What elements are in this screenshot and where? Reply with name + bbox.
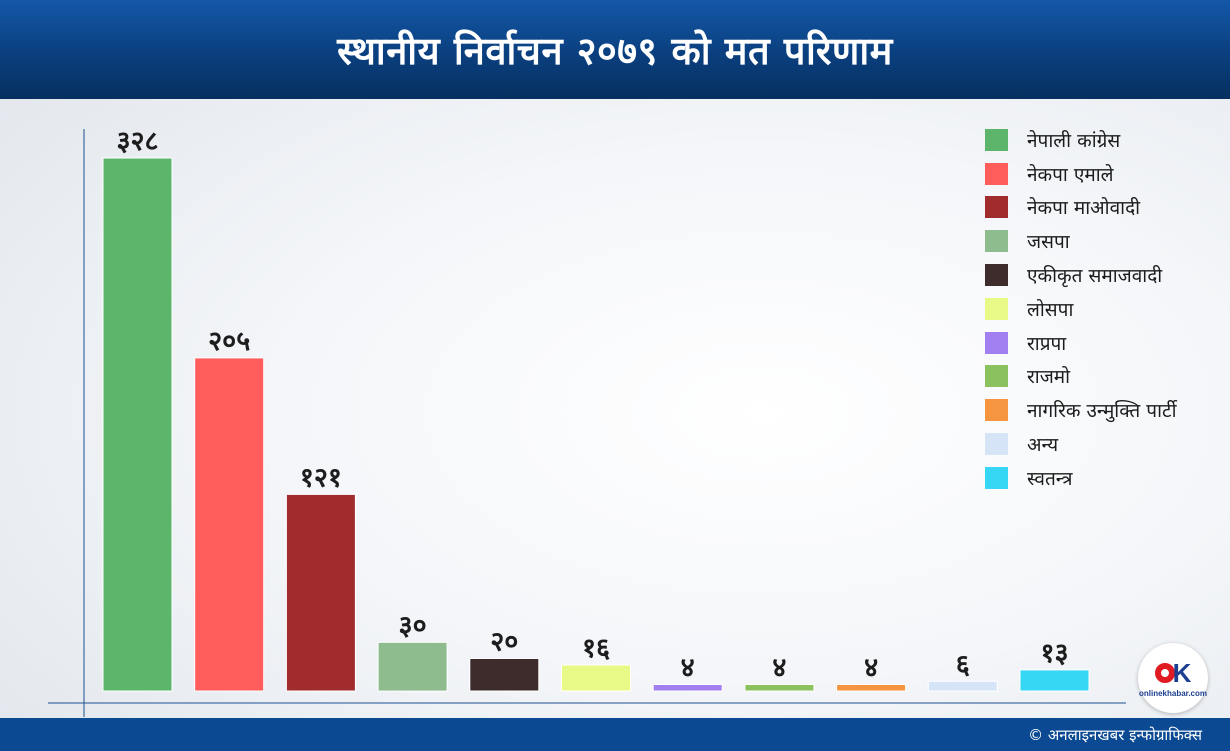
legend-label: अन्य [1027, 434, 1059, 457]
legend-swatch [985, 230, 1008, 253]
bar-value-label-10: ६ [956, 649, 970, 680]
bar-value-label-9: ४ [864, 653, 878, 684]
legend-label: राजमो [1027, 366, 1071, 389]
legend-item-11: स्वतन्त्र [985, 461, 1177, 495]
footer-bar: © अनलाइनखबर इन्फोग्राफिक्स [0, 718, 1230, 751]
legend-swatch [985, 433, 1008, 456]
bar-11 [1019, 669, 1090, 692]
logo-ok-icon: K [1154, 658, 1191, 688]
legend-swatch [985, 297, 1008, 320]
legend-item-3: नेकपा माओवादी [985, 191, 1177, 225]
logo-text: onlinekhabar.com [1138, 689, 1208, 698]
bar-value-label-11: १३ [1040, 638, 1068, 669]
bar-value-label-1: ३२८ [116, 126, 158, 157]
bars-group: ३२८ २०५ १२१ ३० २० १६ ४ ४ ४ ६ १३ [102, 126, 1090, 692]
bar-7 [652, 684, 723, 692]
legend-swatch [985, 466, 1008, 489]
legend-label: नागरिक उन्मुक्ति पार्टी [1027, 400, 1177, 423]
legend-label: नेपाली कांग्रेस [1027, 129, 1121, 152]
bar-1 [102, 157, 173, 692]
legend-label: नेकपा एमाले [1027, 163, 1114, 186]
bar-8 [744, 684, 815, 692]
legend: नेपाली कांग्रेस नेकपा एमाले नेकपा माओवादी ज… [985, 123, 1177, 495]
legend-label: राप्रपा [1027, 332, 1067, 355]
footer-credit: © अनलाइनखबर इन्फोग्राफिक्स [1028, 726, 1202, 744]
bar-value-label-2: २०५ [208, 326, 250, 357]
legend-swatch [985, 399, 1008, 422]
legend-label: जसपा [1027, 231, 1070, 254]
legend-item-5: एकीकृत समाजवादी [985, 258, 1177, 292]
legend-label: नेकपा माओवादी [1027, 197, 1141, 220]
legend-label: लोसपा [1027, 298, 1074, 321]
onlinekhabar-logo: K onlinekhabar.com [1138, 643, 1208, 713]
bar-value-label-3: १२१ [300, 462, 342, 493]
bar-4 [377, 641, 448, 692]
legend-item-1: नेपाली कांग्रेस [985, 123, 1177, 157]
bar-value-label-8: ४ [772, 653, 786, 684]
legend-swatch [985, 264, 1008, 287]
bar-2 [194, 357, 265, 692]
chart-title: स्थानीय निर्वाचन २०७९ को मत परिणाम [337, 28, 893, 73]
legend-swatch [985, 128, 1008, 151]
legend-item-7: राप्रपा [985, 326, 1177, 360]
bar-6 [561, 664, 631, 692]
bar-value-label-4: ३० [399, 610, 427, 641]
bar-3 [285, 493, 356, 692]
legend-item-10: अन्य [985, 427, 1177, 461]
legend-item-6: लोसपा [985, 292, 1177, 326]
bar-chart: ३२८ २०५ १२१ ३० २० १६ ४ ४ ४ ६ १३ [48, 126, 1126, 717]
bar-10 [927, 680, 998, 692]
legend-swatch [985, 365, 1008, 388]
legend-item-2: नेकपा एमाले [985, 157, 1177, 191]
bar-value-label-6: १६ [582, 633, 610, 664]
title-banner: स्थानीय निर्वाचन २०७९ को मत परिणाम [0, 0, 1230, 99]
legend-label: स्वतन्त्र [1027, 467, 1073, 490]
bar-9 [836, 684, 907, 692]
legend-swatch [985, 162, 1008, 185]
legend-swatch [985, 331, 1008, 354]
bar-value-label-5: २० [490, 627, 518, 658]
legend-item-4: जसपा [985, 224, 1177, 258]
legend-label: एकीकृत समाजवादी [1027, 265, 1163, 288]
legend-item-8: राजमो [985, 360, 1177, 394]
legend-item-9: नागरिक उन्मुक्ति पार्टी [985, 393, 1177, 427]
legend-swatch [985, 196, 1008, 219]
bar-5 [469, 658, 540, 692]
bar-value-label-7: ४ [681, 653, 695, 684]
